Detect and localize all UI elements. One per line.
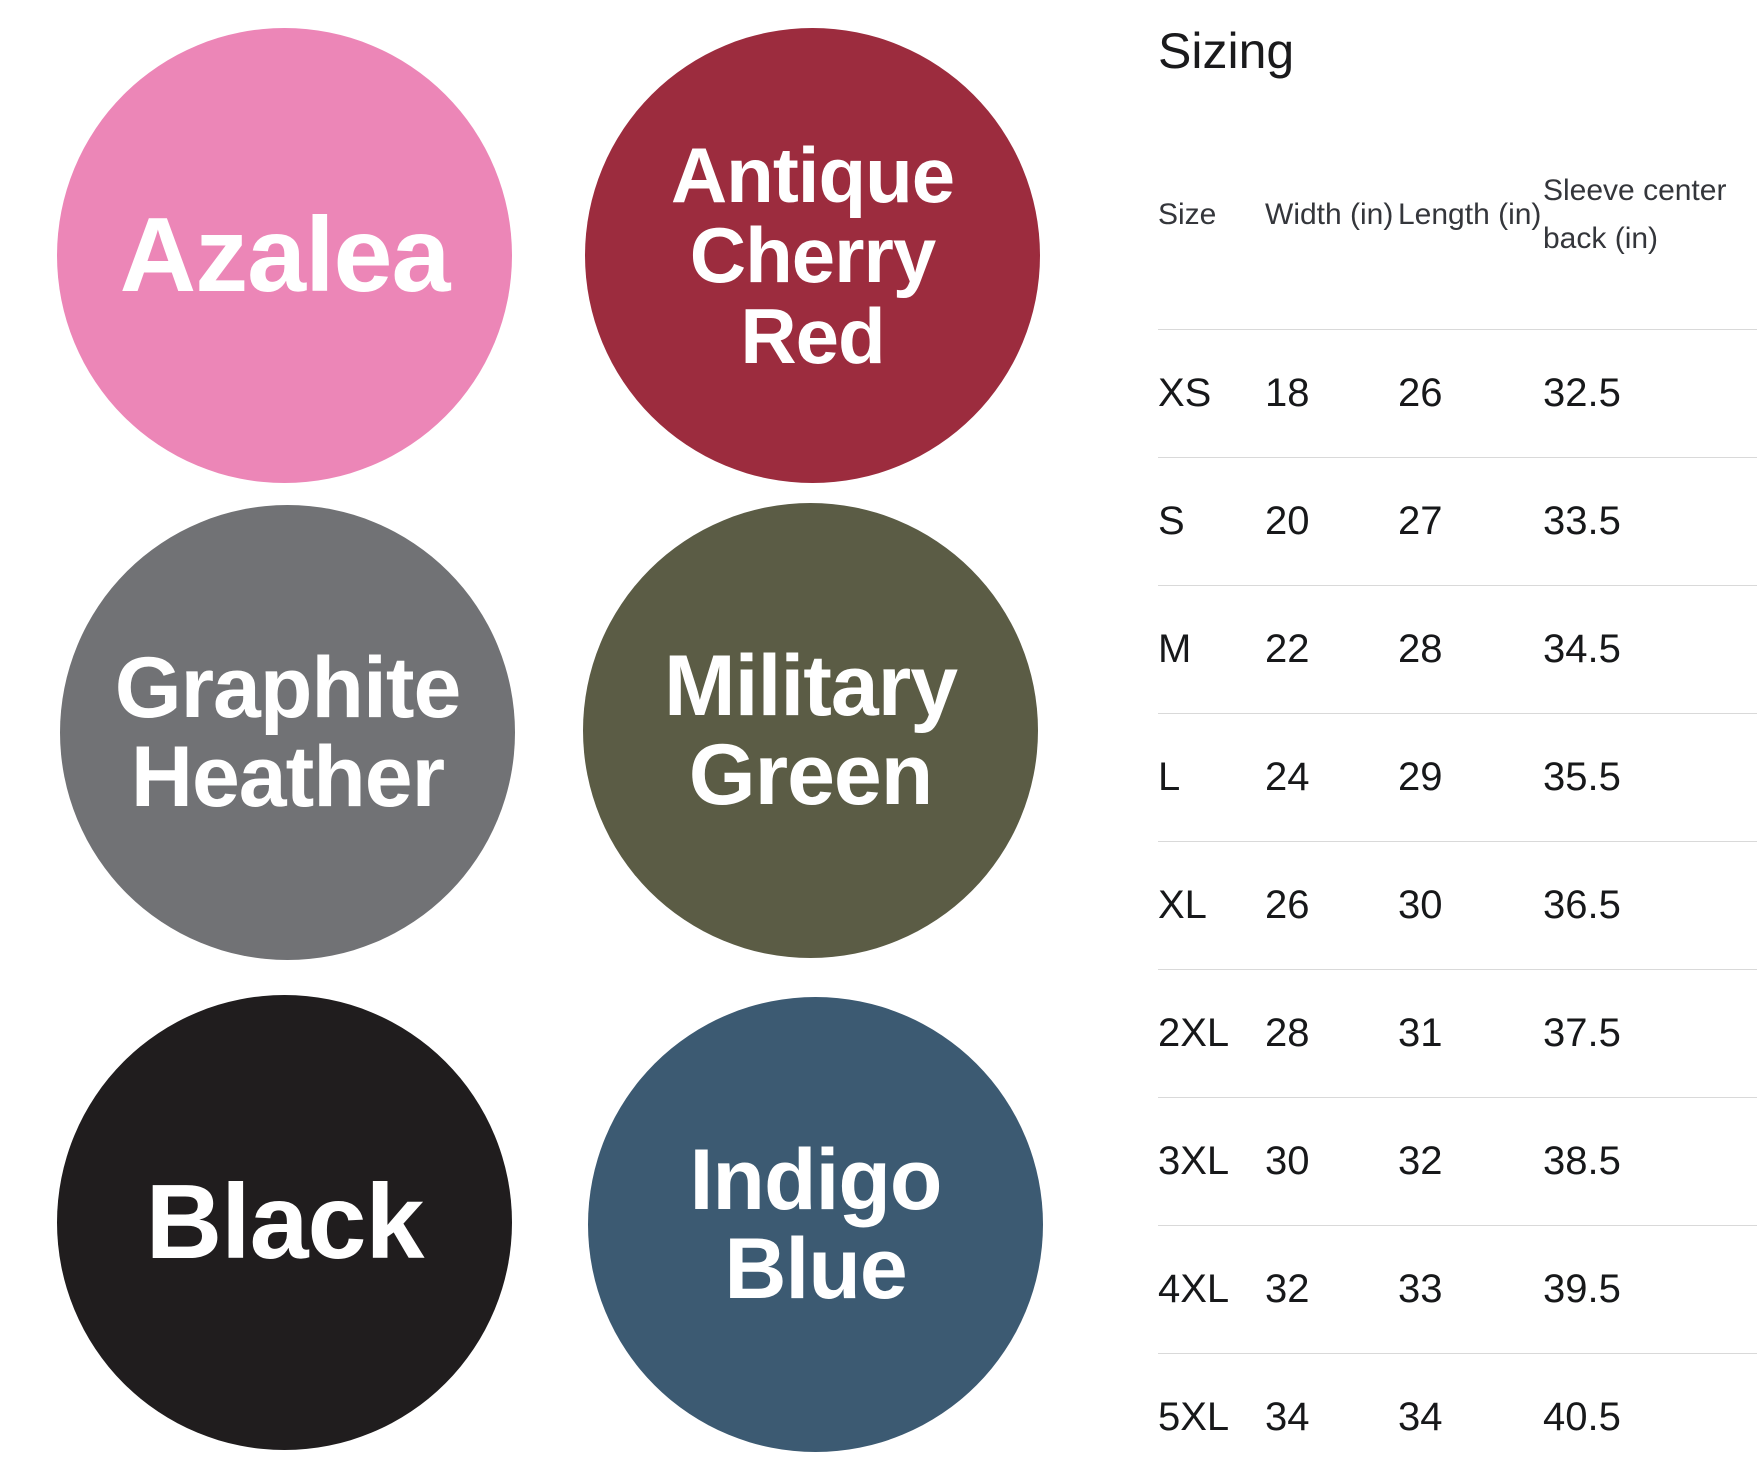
swatch-label-antique-cherry-red: Antique Cherry Red	[670, 131, 955, 380]
cell-length: 26	[1398, 371, 1443, 415]
cell-width: 34	[1265, 1395, 1310, 1439]
sizing-table-header: Size Width (in) Length (in) Sleeve cente…	[1158, 100, 1757, 329]
color-swatch-indigo-blue: Indigo Blue	[588, 997, 1043, 1452]
cell-size: S	[1158, 499, 1185, 543]
swatch-label-azalea: Azalea	[119, 195, 451, 314]
table-row-xs: XS 18 26 32.5	[1158, 329, 1757, 457]
cell-sleeve: 33.5	[1543, 499, 1621, 543]
column-header-length: Length (in)	[1398, 197, 1542, 231]
cell-length: 33	[1398, 1267, 1443, 1311]
sizing-table-body: XS 18 26 32.5 S 20 27 33.5 M 22 28 34.5 …	[1158, 329, 1757, 1474]
cell-size: 2XL	[1158, 1011, 1230, 1055]
cell-sleeve: 32.5	[1543, 371, 1621, 415]
cell-width: 28	[1265, 1011, 1310, 1055]
color-swatch-antique-cherry-red: Antique Cherry Red	[585, 28, 1040, 483]
table-row-2xl: 2XL 28 31 37.5	[1158, 969, 1757, 1097]
cell-width: 20	[1265, 499, 1310, 543]
cell-size: 3XL	[1158, 1139, 1230, 1183]
cell-length: 28	[1398, 627, 1443, 671]
table-row-xl: XL 26 30 36.5	[1158, 841, 1757, 969]
table-row-s: S 20 27 33.5	[1158, 457, 1757, 585]
sizing-title: Sizing	[1158, 23, 1295, 79]
cell-length: 29	[1398, 755, 1443, 799]
swatch-label-military-green: Military Green	[663, 637, 958, 823]
table-row-4xl: 4XL 32 33 39.5	[1158, 1225, 1757, 1353]
cell-size: 4XL	[1158, 1267, 1230, 1311]
swatch-label-graphite-heather: Graphite Heather	[114, 639, 462, 825]
cell-size: M	[1158, 627, 1192, 671]
cell-sleeve: 37.5	[1543, 1011, 1621, 1055]
cell-width: 22	[1265, 627, 1310, 671]
cell-sleeve: 39.5	[1543, 1267, 1621, 1311]
sizing-table-section: Sizing Size Width (in) Length (in) Sleev…	[1158, 0, 1757, 1474]
color-swatch-military-green: Military Green	[583, 503, 1038, 958]
cell-length: 34	[1398, 1395, 1443, 1439]
column-header-width: Width (in)	[1265, 197, 1394, 231]
cell-size: 5XL	[1158, 1395, 1230, 1439]
cell-sleeve: 35.5	[1543, 755, 1621, 799]
cell-sleeve: 36.5	[1543, 883, 1621, 927]
cell-sleeve: 40.5	[1543, 1395, 1621, 1439]
cell-length: 32	[1398, 1139, 1443, 1183]
cell-length: 30	[1398, 883, 1443, 927]
cell-length: 31	[1398, 1011, 1443, 1055]
cell-length: 27	[1398, 499, 1443, 543]
swatch-label-black: Black	[145, 1162, 425, 1281]
column-header-size: Size	[1158, 197, 1217, 231]
color-swatch-azalea: Azalea	[57, 28, 512, 483]
table-row-3xl: 3XL 30 32 38.5	[1158, 1097, 1757, 1225]
cell-width: 32	[1265, 1267, 1310, 1311]
swatch-label-indigo-blue: Indigo Blue	[689, 1131, 943, 1317]
column-header-sleeve-center-back: Sleeve center back (in)	[1543, 173, 1727, 255]
cell-size: L	[1158, 755, 1181, 799]
cell-width: 18	[1265, 371, 1310, 415]
cell-width: 24	[1265, 755, 1310, 799]
cell-width: 30	[1265, 1139, 1310, 1183]
table-row-l: L 24 29 35.5	[1158, 713, 1757, 841]
color-swatch-black: Black	[57, 995, 512, 1450]
color-swatch-graphite-heather: Graphite Heather	[60, 505, 515, 960]
cell-sleeve: 38.5	[1543, 1139, 1621, 1183]
cell-sleeve: 34.5	[1543, 627, 1621, 671]
cell-size: XS	[1158, 371, 1212, 415]
cell-size: XL	[1158, 883, 1207, 927]
table-row-m: M 22 28 34.5	[1158, 585, 1757, 713]
cell-width: 26	[1265, 883, 1310, 927]
table-row-5xl: 5XL 34 34 40.5	[1158, 1353, 1757, 1474]
